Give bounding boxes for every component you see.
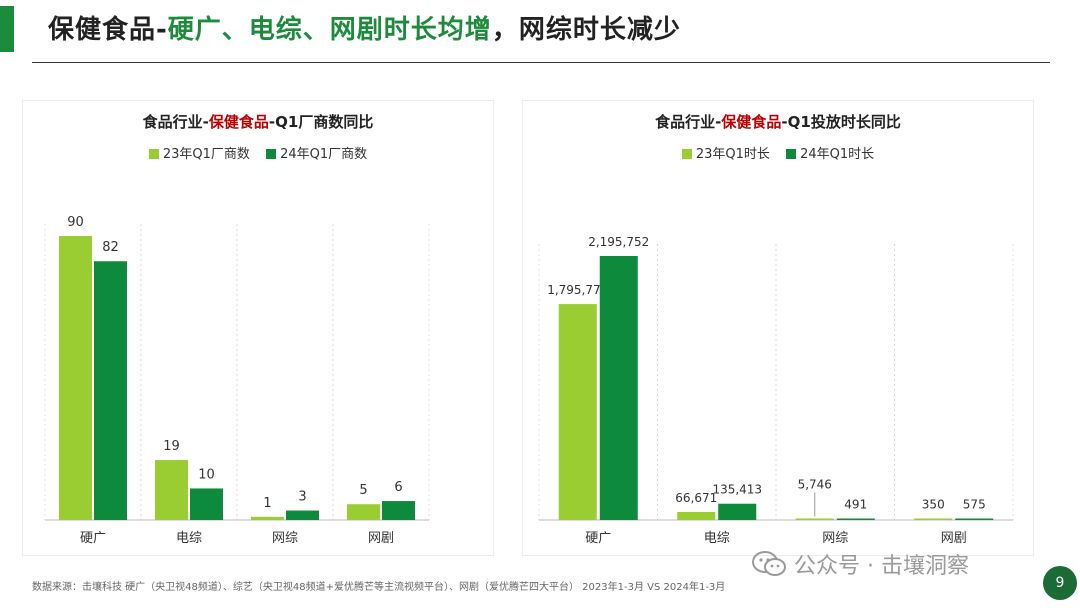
legend-swatch-24	[786, 149, 797, 159]
data-label: 575	[963, 498, 986, 512]
bar	[955, 518, 994, 520]
chart-title-suffix: -Q1厂商数同比	[268, 113, 374, 131]
bar	[59, 236, 92, 520]
chart-title-prefix: 食品行业-	[655, 113, 722, 131]
x-tick-label: 网综	[272, 531, 298, 546]
bar	[382, 501, 415, 520]
chart-title-prefix: 食品行业-	[142, 113, 209, 131]
data-label: 135,413	[712, 483, 762, 497]
data-label: 350	[922, 498, 945, 512]
data-label: 10	[198, 467, 215, 482]
x-tick-label: 硬广	[80, 531, 106, 546]
data-label: 19	[163, 439, 180, 454]
bar	[718, 503, 757, 520]
x-tick-label: 硬广	[585, 531, 611, 546]
page-title-part3: ，网综时长减少	[491, 15, 681, 45]
chart-legend: 23年Q1厂商数 24年Q1厂商数	[23, 143, 493, 162]
bar	[190, 488, 223, 520]
title-accent-bar	[0, 6, 14, 52]
legend-item: 23年Q1时长	[681, 143, 770, 162]
chart-title: 食品行业-保健食品-Q1厂商数同比	[23, 111, 493, 132]
data-label: 90	[67, 215, 84, 230]
source-note: 数据来源：击壤科技 硬广（央卫视48频道）、综艺（央卫视48频道+爱优腾芒等主流…	[32, 582, 726, 593]
chart-panel-duration: 食品行业-保健食品-Q1投放时长同比 23年Q1时长 24年Q1时长 1,795…	[522, 100, 1034, 556]
bar	[155, 460, 188, 520]
x-tick-label: 网剧	[941, 531, 967, 546]
page-title-highlight: 硬广、电综、网剧时长均增	[167, 15, 492, 45]
page-title: 保健食品-硬广、电综、网剧时长均增，网综时长减少	[48, 10, 681, 50]
data-label: 1	[263, 496, 271, 511]
x-tick-label: 电综	[704, 531, 730, 546]
data-label: 491	[844, 498, 867, 512]
data-label: 3	[298, 490, 306, 505]
data-label: 5	[359, 483, 367, 498]
x-tick-label: 网综	[822, 531, 848, 546]
legend-swatch-24	[266, 149, 277, 159]
bar	[677, 511, 716, 520]
bar	[251, 516, 284, 520]
legend-label-23: 23年Q1厂商数	[162, 147, 250, 162]
data-label: 5,746	[798, 478, 832, 492]
x-tick-label: 电综	[176, 531, 202, 546]
bar	[795, 518, 834, 520]
legend-item: 24年Q1时长	[786, 143, 874, 162]
data-label: 82	[102, 240, 119, 255]
x-tick-label: 网剧	[368, 531, 394, 546]
legend-label-24: 24年Q1厂商数	[280, 147, 368, 162]
bar	[94, 261, 127, 520]
chart-title-highlight: 保健食品	[208, 113, 269, 131]
data-label: 2,195,752	[588, 235, 649, 249]
bar-chart-merchants: 90 82 硬广 19 10 电综 1 3 网综 5 6 网剧	[44, 215, 430, 546]
legend-item: 24年Q1厂商数	[266, 143, 367, 162]
bar	[286, 510, 319, 520]
data-label: 6	[394, 480, 402, 495]
bar	[836, 518, 875, 520]
chart-title: 食品行业-保健食品-Q1投放时长同比	[523, 111, 1033, 132]
legend-item: 23年Q1厂商数	[148, 143, 250, 162]
legend-swatch-23	[148, 149, 159, 159]
legend-label-24: 24年Q1时长	[800, 147, 875, 162]
bar	[599, 256, 638, 520]
bar	[914, 518, 953, 520]
data-label: 1,795,770	[547, 283, 608, 297]
chart-legend: 23年Q1时长 24年Q1时长	[523, 143, 1033, 162]
chart-title-suffix: -Q1投放时长同比	[781, 113, 901, 131]
legend-swatch-23	[681, 149, 692, 159]
watermark: 公众号 · 击壤洞察	[752, 548, 969, 580]
legend-label-23: 23年Q1时长	[695, 147, 770, 162]
data-label: 66,671	[675, 491, 717, 505]
chart-panel-merchants: 食品行业-保健食品-Q1厂商数同比 23年Q1厂商数 24年Q1厂商数 90 82…	[22, 100, 494, 556]
page-title-part1: 保健食品-	[48, 15, 168, 45]
bar	[558, 304, 597, 520]
bar	[347, 504, 380, 520]
watermark-text: 公众号 · 击壤洞察	[794, 554, 969, 579]
wechat-icon	[752, 551, 786, 577]
title-divider	[32, 62, 1050, 63]
chart-title-highlight: 保健食品	[721, 113, 782, 131]
page-number-badge: 9	[1043, 566, 1077, 600]
